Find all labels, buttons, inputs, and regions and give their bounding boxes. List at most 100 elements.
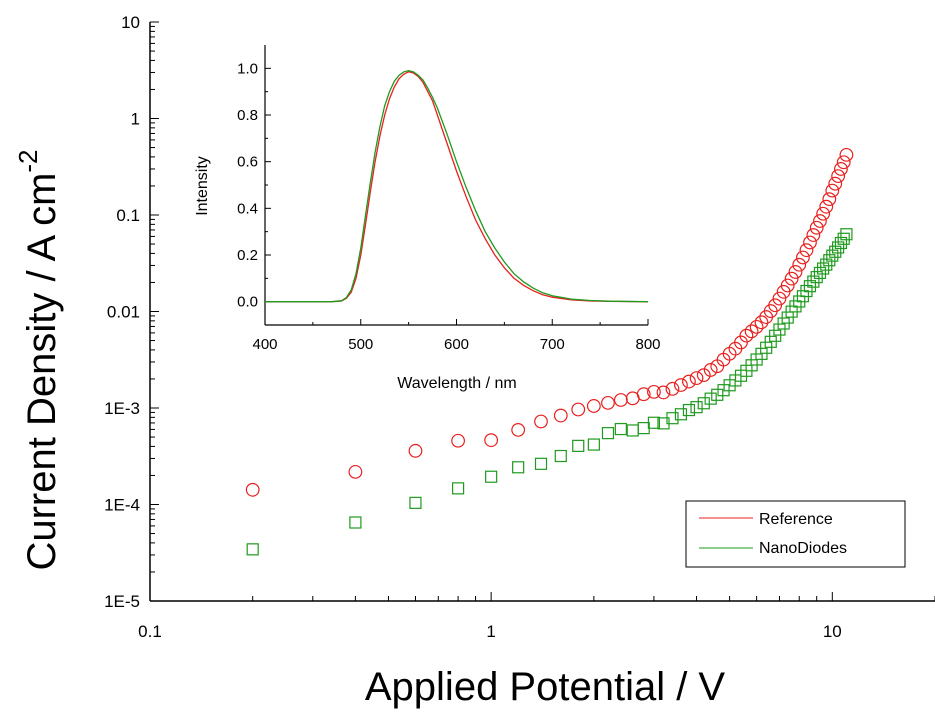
data-point (348, 464, 363, 479)
x-tick-label: 0.1 (138, 622, 162, 641)
data-point (601, 427, 615, 440)
main-ticks: 0.1 1 10 10 1 0.1 0.01 1E-3 1E-4 1E-5 (104, 13, 935, 641)
data-point (744, 324, 759, 339)
data-point (803, 280, 817, 293)
data-point (754, 315, 769, 330)
legend-box (685, 500, 906, 568)
data-point (587, 438, 600, 451)
inset-line-nanodiodes (265, 70, 649, 303)
data-point (656, 385, 671, 400)
data-point (831, 169, 846, 183)
inset-x-axis-title: Wavelength / nm (397, 375, 516, 392)
data-point (601, 395, 615, 410)
data-point (534, 414, 548, 429)
data-point (613, 393, 628, 407)
data-point (512, 461, 525, 474)
inset-x-tick-label: 600 (444, 336, 469, 353)
inset-y-tick-label: 0.8 (237, 107, 258, 124)
data-point (614, 422, 627, 436)
data-point (349, 516, 362, 529)
inset-y-tick-label: 1.0 (237, 60, 258, 77)
data-point (813, 214, 827, 228)
data-point (690, 401, 703, 414)
data-point (572, 439, 585, 452)
data-point (711, 388, 724, 401)
data-point (739, 328, 754, 343)
data-point (769, 329, 782, 342)
y-tick-label: 10 (121, 13, 140, 32)
data-point (803, 235, 817, 250)
data-point (810, 271, 823, 284)
data-point (451, 433, 465, 448)
y-axis-title-main: Current Density / A cm (20, 173, 64, 571)
data-point (809, 220, 824, 235)
data-point (511, 423, 526, 437)
data-point (806, 228, 821, 242)
x-axis-title: Applied Potential / V (365, 665, 726, 709)
data-point (704, 392, 717, 405)
data-point (409, 496, 422, 509)
data-point (817, 262, 830, 275)
inset-data-lines (265, 70, 649, 303)
data-point (772, 291, 787, 306)
data-point (246, 543, 259, 556)
data-point (784, 271, 799, 286)
data-point (571, 402, 586, 417)
inset-x-tick-label: 400 (252, 336, 277, 353)
data-point (245, 482, 260, 497)
y-tick-label: 0.01 (107, 303, 140, 322)
data-point (703, 363, 718, 377)
data-point (789, 300, 802, 313)
y-tick-label: 1 (131, 110, 140, 129)
data-point (697, 397, 710, 410)
data-point (554, 449, 567, 463)
data-point (682, 374, 696, 389)
data-point (792, 257, 807, 272)
data-point (586, 399, 601, 413)
data-point (665, 381, 680, 396)
data-point (807, 275, 820, 288)
data-point (819, 199, 834, 214)
data-point (837, 232, 850, 245)
data-point (553, 408, 568, 423)
inset-y-tick-label: 0.6 (237, 154, 258, 171)
data-point (647, 384, 661, 399)
legend-label-nanodiodes: NanoDiodes (759, 540, 847, 557)
y-tick-label: 1E-3 (104, 399, 140, 418)
series-nanodiodes (246, 228, 853, 556)
inset-x-tick-label: 500 (348, 336, 373, 353)
data-point (836, 155, 851, 170)
data-point (788, 265, 803, 279)
data-point (674, 408, 688, 421)
data-point (780, 278, 795, 293)
x-tick-label: 1 (486, 622, 495, 641)
y-axis-title-superscript: -2 (13, 149, 43, 172)
data-point (637, 422, 650, 435)
main-data-marks (245, 147, 854, 556)
inset-y-tick-label: 0.2 (237, 247, 258, 264)
legend: Reference NanoDiodes (685, 500, 906, 568)
data-point (840, 228, 853, 241)
x-tick-label: 10 (823, 622, 842, 641)
data-point (636, 387, 651, 402)
y-tick-label: 1E-5 (104, 592, 140, 611)
data-point (682, 403, 696, 417)
data-point (451, 482, 465, 495)
data-point (485, 470, 498, 483)
data-point (834, 162, 848, 176)
inset-x-tick-label: 800 (635, 336, 660, 353)
data-point (828, 176, 843, 191)
inset-line-reference (265, 71, 649, 303)
data-point (816, 206, 831, 221)
inset-axes (264, 45, 648, 326)
data-point (626, 424, 639, 437)
y-tick-label: 0.1 (116, 206, 140, 225)
data-point (825, 183, 840, 198)
legend-label-reference: Reference (759, 511, 833, 528)
data-point (689, 371, 704, 386)
inset-y-tick-label: 0.4 (237, 200, 258, 217)
data-point (749, 319, 764, 334)
data-point (647, 416, 661, 429)
inset-y-tick-label: 0.0 (237, 294, 258, 311)
